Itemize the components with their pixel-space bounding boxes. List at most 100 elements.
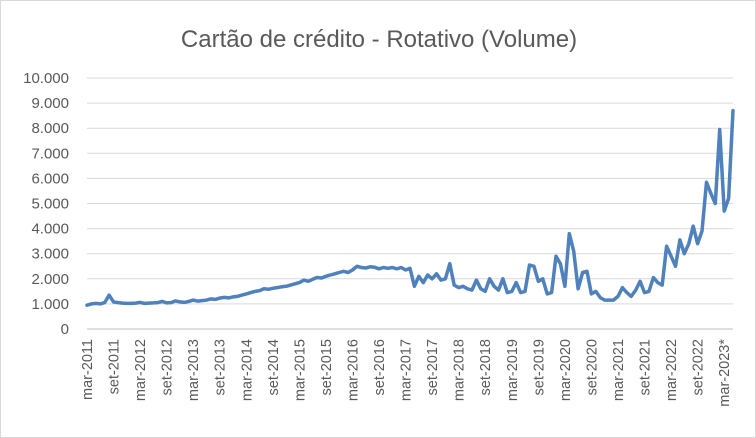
y-tick-label: 10.000 [23,70,69,87]
data-point [727,197,730,200]
data-point [125,302,128,305]
data-point [404,268,407,271]
data-point [174,299,177,302]
data-point [209,297,212,300]
data-point [705,181,708,184]
data-point [258,289,261,292]
data-point [692,225,695,228]
data-point [103,301,106,304]
data-point [431,277,434,280]
x-tick-label: mar-2013 [186,339,202,401]
data-point [236,295,239,298]
x-tick-label: mar-2021 [611,339,627,401]
data-point [143,302,146,305]
data-point [444,277,447,280]
data-point [422,281,425,284]
y-axis-tick-labels: 0 1.000 2.000 3.000 4.000 5.000 6.000 7.000 8.00… [23,70,69,338]
data-point [85,304,88,307]
data-point [683,252,686,255]
chart-title: Cartão de crédito - Rotativo (Volume) [181,26,577,53]
data-point [147,302,150,305]
data-point [377,267,380,270]
data-point [652,276,655,279]
data-point [665,245,668,248]
data-point [369,265,372,268]
x-tick-label: set-2020 [584,339,600,395]
y-tick-label: 6.000 [31,170,69,187]
data-point [311,278,314,281]
x-tick-label: set-2013 [213,339,229,395]
data-point [497,289,500,292]
data-point [581,271,584,274]
data-point [577,287,580,290]
data-point [568,232,571,235]
data-point [559,262,562,265]
x-tick-label: mar-2014 [239,339,255,401]
data-point [674,265,677,268]
data-point [218,297,221,300]
data-point [413,285,416,288]
data-point [214,298,217,301]
data-point [453,284,456,287]
y-tick-label: 9.000 [31,95,69,112]
data-point [382,266,385,269]
data-point [426,273,429,276]
data-point [634,289,637,292]
data-point [435,272,438,275]
data-point [647,290,650,293]
data-point [603,299,606,302]
x-tick-label: set-2018 [478,339,494,395]
data-point [360,266,363,269]
data-point [448,262,451,265]
data-point [196,300,199,303]
data-point [285,285,288,288]
x-tick-label: set-2021 [638,339,654,395]
x-tick-label: set-2017 [425,339,441,395]
data-point [298,281,301,284]
data-point [139,301,142,304]
data-point [355,265,358,268]
data-point [245,292,248,295]
y-tick-label: 0 [61,321,69,338]
data-point [621,286,624,289]
data-point [572,250,575,253]
data-point [479,287,482,290]
y-tick-label: 7.000 [31,145,69,162]
data-point [302,279,305,282]
data-point [408,267,411,270]
y-tick-label: 4.000 [31,221,69,238]
data-point [329,273,332,276]
data-point [523,290,526,293]
data-point [240,294,243,297]
y-tick-label: 5.000 [31,196,69,213]
data-point [594,290,597,293]
data-point [156,301,159,304]
data-point [709,192,712,195]
data-point [519,291,522,294]
series-line-volume [85,108,735,307]
x-tick-label: mar-2016 [345,339,361,401]
data-point [271,287,274,290]
data-point [227,296,230,299]
data-point [731,109,734,112]
data-point [161,300,164,303]
data-point [187,300,190,303]
data-point [200,299,203,302]
x-tick-label: set-2012 [160,339,176,395]
data-point [373,266,376,269]
data-point [678,238,681,241]
data-point [347,271,350,274]
x-tick-label: mar-2018 [452,339,468,401]
data-point [134,302,137,305]
data-point [307,280,310,283]
data-point [205,299,208,302]
y-tick-label: 2.000 [31,271,69,288]
data-point [700,230,703,233]
data-point [546,292,549,295]
data-point [612,299,615,302]
data-point [439,279,442,282]
data-point [183,301,186,304]
x-tick-label: mar-2012 [133,339,149,401]
data-point [661,284,664,287]
data-point [616,295,619,298]
